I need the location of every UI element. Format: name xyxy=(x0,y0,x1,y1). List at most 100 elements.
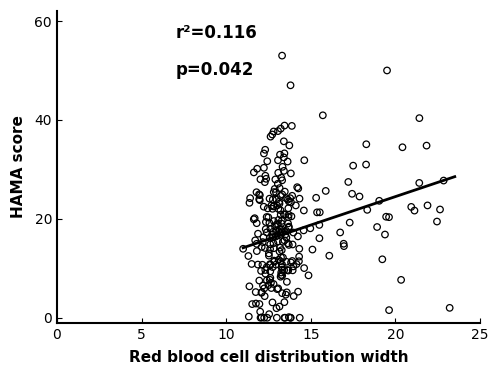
Point xyxy=(304,272,312,278)
Y-axis label: HAMA score: HAMA score xyxy=(11,115,26,218)
Point xyxy=(270,281,278,287)
Point xyxy=(344,179,352,185)
Point xyxy=(268,132,276,138)
Point xyxy=(270,203,278,209)
Point xyxy=(290,229,298,235)
Point xyxy=(375,198,383,204)
Point xyxy=(276,231,284,237)
Point xyxy=(407,204,415,210)
Point xyxy=(266,246,274,252)
Point xyxy=(278,53,286,59)
Point xyxy=(340,241,347,247)
Point xyxy=(285,224,293,230)
Point xyxy=(266,275,274,281)
Point xyxy=(270,258,278,264)
Point xyxy=(268,206,276,212)
Point xyxy=(255,191,263,197)
Point xyxy=(244,253,252,259)
Point xyxy=(436,206,444,212)
Point xyxy=(278,261,286,267)
Point xyxy=(272,233,280,240)
Point xyxy=(274,217,282,223)
Point xyxy=(272,197,280,203)
Point xyxy=(280,299,288,305)
Point xyxy=(275,199,283,205)
Point xyxy=(287,259,295,265)
Point xyxy=(263,315,271,321)
Point xyxy=(266,235,274,241)
Point xyxy=(340,243,348,249)
Point xyxy=(282,292,290,298)
Point xyxy=(383,67,391,73)
Point xyxy=(260,150,268,156)
Point xyxy=(250,169,258,175)
Point xyxy=(287,170,295,176)
Point xyxy=(245,314,253,320)
Point xyxy=(326,253,334,259)
Point xyxy=(258,244,266,250)
Point xyxy=(280,211,288,217)
Point xyxy=(284,212,292,218)
Text: r²=0.116: r²=0.116 xyxy=(176,24,257,42)
Point xyxy=(288,267,296,273)
Point xyxy=(276,303,283,309)
Point xyxy=(312,195,320,201)
Point xyxy=(284,268,292,274)
Point xyxy=(277,254,285,260)
Point xyxy=(251,237,259,243)
Point xyxy=(364,207,372,213)
Point xyxy=(272,221,280,227)
Point xyxy=(278,290,286,296)
Point xyxy=(258,314,266,320)
Point xyxy=(279,255,287,261)
Point xyxy=(274,238,282,244)
Point xyxy=(280,267,288,273)
Point xyxy=(268,234,276,240)
Point xyxy=(278,218,286,224)
Point xyxy=(274,257,282,263)
Point xyxy=(276,185,283,191)
Point xyxy=(256,315,264,321)
Point xyxy=(382,214,390,220)
Point xyxy=(262,229,270,235)
Point xyxy=(250,216,258,222)
Point xyxy=(285,199,293,205)
Point xyxy=(239,246,247,252)
Point xyxy=(295,254,303,260)
Point xyxy=(258,239,266,245)
Point xyxy=(256,301,264,307)
Point xyxy=(294,185,302,191)
Point xyxy=(286,315,294,321)
Point xyxy=(274,170,282,176)
Point xyxy=(258,290,266,296)
Point xyxy=(262,176,270,182)
Point xyxy=(266,220,274,226)
Point xyxy=(256,197,264,203)
Point xyxy=(283,290,291,296)
Point xyxy=(271,223,279,229)
Point xyxy=(280,123,288,129)
Point xyxy=(295,258,303,264)
Point xyxy=(252,300,260,306)
Point xyxy=(278,220,285,226)
Point xyxy=(410,208,418,214)
Point xyxy=(272,176,280,182)
Point xyxy=(296,315,304,321)
Point xyxy=(416,180,424,186)
Point xyxy=(270,203,278,209)
Point xyxy=(385,214,393,220)
Point xyxy=(278,267,286,273)
Point xyxy=(280,168,288,174)
Point xyxy=(280,138,288,144)
Point xyxy=(252,220,260,226)
Point xyxy=(254,231,262,237)
Point xyxy=(282,195,290,201)
Point xyxy=(398,144,406,150)
Point xyxy=(284,197,292,203)
Point xyxy=(266,196,274,202)
Point xyxy=(336,229,344,235)
Point xyxy=(277,270,285,276)
Point xyxy=(270,240,278,246)
Point xyxy=(272,228,280,234)
Point xyxy=(276,226,284,232)
